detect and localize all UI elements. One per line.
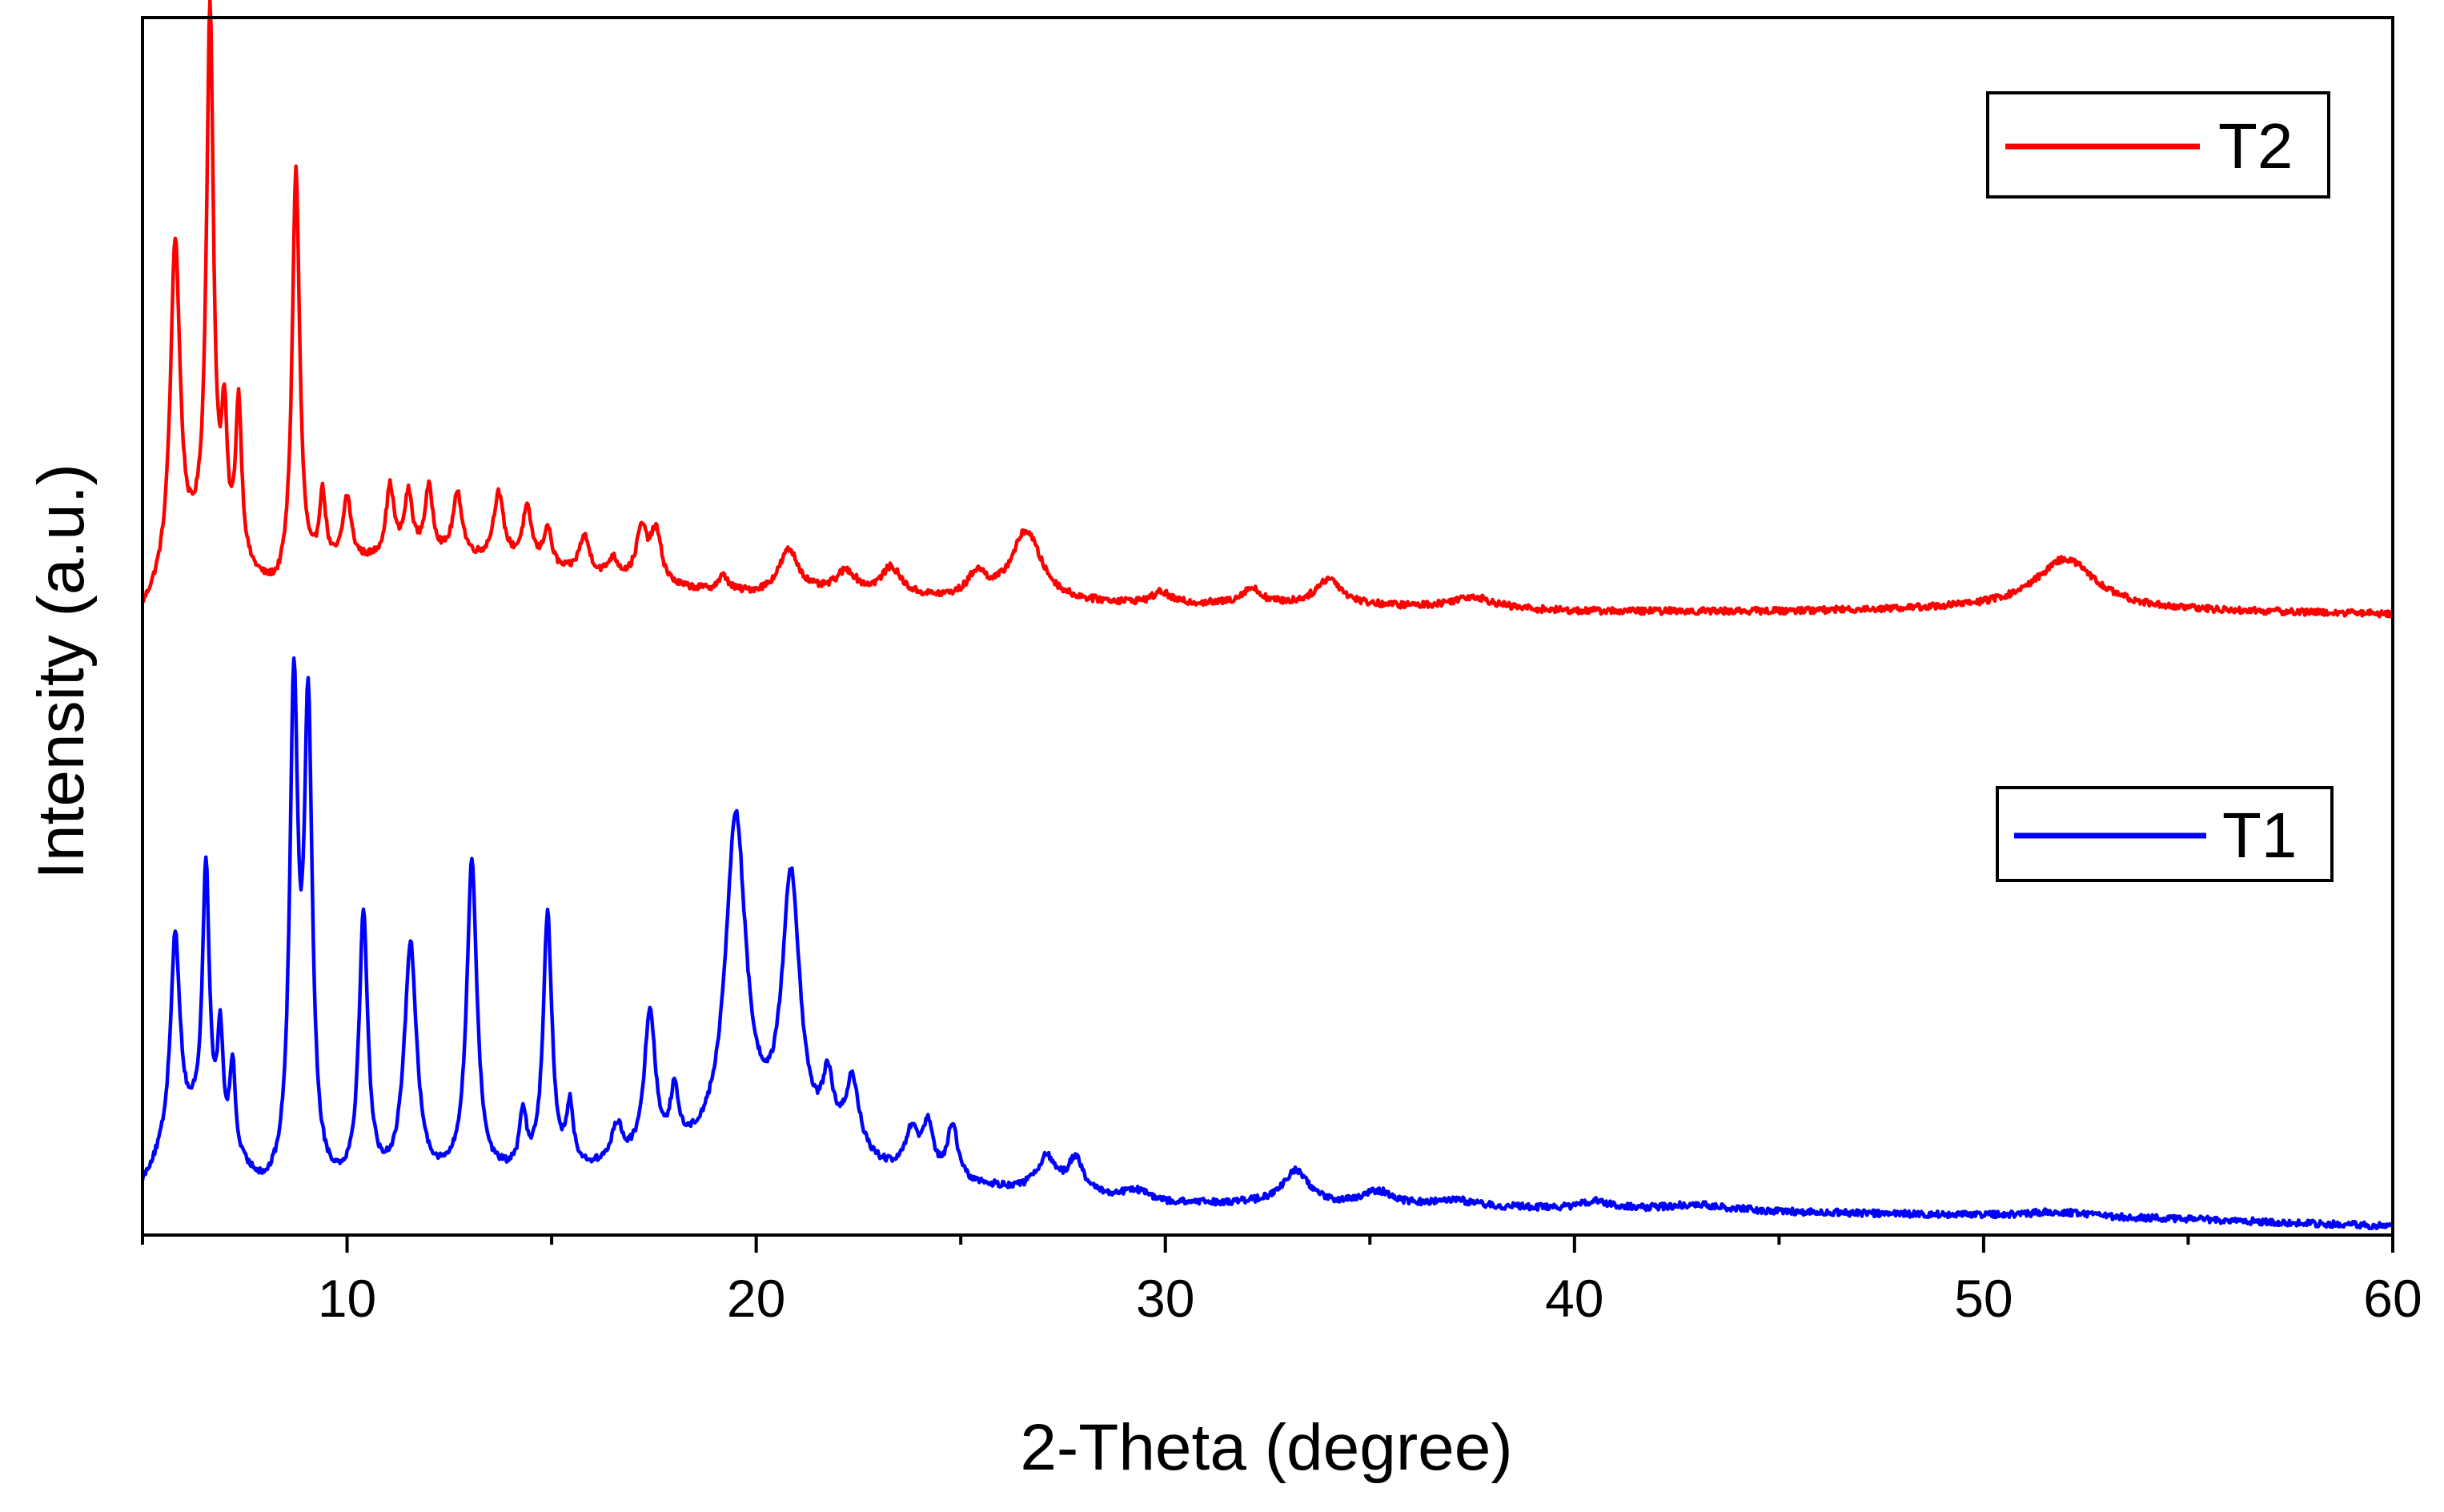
series-line-t2 [141, 0, 2394, 619]
legend-t1: T1 [1996, 786, 2334, 882]
legend-t2-label: T2 [2218, 110, 2293, 182]
series-line-t1 [140, 656, 2394, 1231]
x-tick-label-10: 10 [318, 1269, 376, 1328]
x-tick-label-50: 50 [1954, 1269, 2013, 1328]
y-axis-title: Intensity (a.u.) [25, 463, 98, 880]
x-tick-label-40: 40 [1545, 1269, 1603, 1328]
x-tick-label-60: 60 [2363, 1269, 2422, 1328]
plot-frame [141, 16, 2394, 1237]
x-ticks: 10 20 30 40 50 60 [141, 1235, 2422, 1328]
series-layer [140, 0, 2394, 1231]
legend-t1-label: T1 [2222, 800, 2297, 871]
x-tick-label-20: 20 [727, 1269, 785, 1328]
x-axis-title: 2-Theta (degree) [1020, 1411, 1512, 1484]
x-tick-label-30: 30 [1136, 1269, 1194, 1328]
legend-t2: T2 [1986, 91, 2330, 199]
